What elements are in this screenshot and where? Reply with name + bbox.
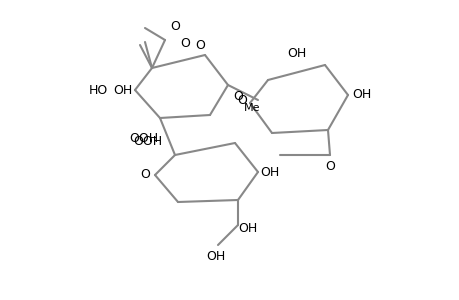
- Text: Me: Me: [243, 103, 259, 113]
- Text: HO: HO: [89, 83, 108, 97]
- Text: OH: OH: [237, 222, 257, 235]
- Text: O: O: [325, 160, 334, 173]
- Text: O: O: [170, 20, 179, 33]
- Text: OH: OH: [113, 83, 133, 97]
- Text: OH: OH: [287, 47, 306, 60]
- Text: OOH: OOH: [129, 131, 157, 145]
- Text: OH: OH: [259, 166, 279, 178]
- Text: O: O: [179, 37, 190, 50]
- Text: OH: OH: [351, 88, 370, 101]
- Text: O: O: [195, 39, 205, 52]
- Text: O: O: [233, 91, 242, 103]
- Text: O: O: [236, 94, 246, 107]
- Text: OOH: OOH: [133, 135, 162, 148]
- Text: OH: OH: [206, 250, 225, 263]
- Text: O: O: [140, 169, 150, 182]
